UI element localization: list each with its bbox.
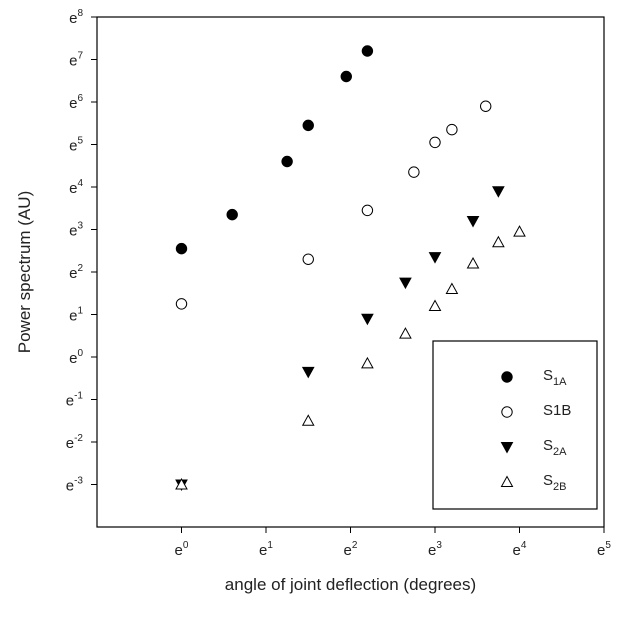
point-S2B [301, 414, 315, 426]
legend-marker-S2B [500, 475, 514, 487]
point-S2B [492, 235, 505, 248]
point-S1B [175, 298, 188, 310]
legend-label-S1B: S1B [543, 402, 571, 419]
series-S2B [175, 225, 526, 490]
legend-marker-S1A [501, 371, 513, 383]
y-axis-title: Power spectrum (AU) [15, 191, 34, 353]
point-S2B [175, 477, 188, 490]
point-S2A [466, 216, 480, 228]
point-S1B [446, 123, 458, 136]
y-tick-label: e4 [69, 178, 83, 197]
legend-label-S2B: S2B [543, 472, 566, 493]
point-S2B [513, 225, 526, 237]
point-S2A [361, 313, 374, 326]
point-S1A [226, 208, 238, 221]
point-S1B [302, 253, 314, 265]
y-tick-label: e-1 [66, 391, 84, 410]
x-tick-label: e4 [513, 540, 527, 559]
point-S1B [429, 136, 441, 149]
x-tick-label: e0 [175, 540, 189, 559]
x-tick-label: e3 [428, 540, 442, 559]
series-S2A [175, 186, 505, 492]
x-axis-title: angle of joint deflection (degrees) [225, 575, 476, 594]
legend-item-S1A: S1A [501, 367, 567, 388]
y-tick-label: e-3 [66, 476, 84, 495]
legend-label-S2A: S2A [543, 437, 567, 458]
y-tick-label: e0 [69, 348, 83, 367]
point-S2A [399, 277, 412, 290]
y-tick-label: e7 [69, 51, 83, 70]
legend-marker-S2A [500, 442, 514, 454]
x-tick-label: e2 [344, 540, 358, 559]
point-S2B [428, 299, 442, 311]
point-S1B [408, 166, 420, 178]
y-tick-label: e6 [69, 93, 83, 112]
legend-item-S1B: S1B [501, 402, 571, 419]
point-S1A [361, 45, 374, 57]
point-S1A [340, 70, 352, 83]
x-tick-label: e5 [597, 540, 611, 559]
legend-item-S2B: S2B [500, 472, 566, 493]
legend [432, 340, 598, 510]
point-S2A [428, 252, 442, 264]
point-S2B [466, 256, 480, 269]
y-tick-label: e8 [69, 8, 83, 27]
point-S1A [281, 155, 293, 168]
point-S2A [492, 186, 505, 198]
point-S2A [301, 366, 315, 379]
point-S1A [175, 242, 188, 255]
y-tick-label: e3 [69, 221, 83, 240]
point-S1B [480, 100, 492, 112]
legend-item-S2A: S2A [500, 437, 567, 458]
series-S1B [175, 100, 492, 310]
y-tick-label: e-2 [66, 433, 84, 452]
point-S2B [399, 327, 412, 339]
y-tick-label: e5 [69, 136, 83, 155]
y-tick-label: e2 [69, 263, 83, 282]
y-tick-label: e1 [69, 306, 83, 325]
point-S1A [302, 119, 314, 132]
point-S2B [361, 356, 374, 369]
series-S1A [175, 45, 374, 255]
legend-marker-S1B [501, 406, 513, 418]
legend-label-S1A: S1A [543, 367, 567, 388]
x-tick-label: e1 [259, 540, 273, 559]
point-S1B [361, 204, 374, 217]
point-S2B [445, 282, 459, 294]
